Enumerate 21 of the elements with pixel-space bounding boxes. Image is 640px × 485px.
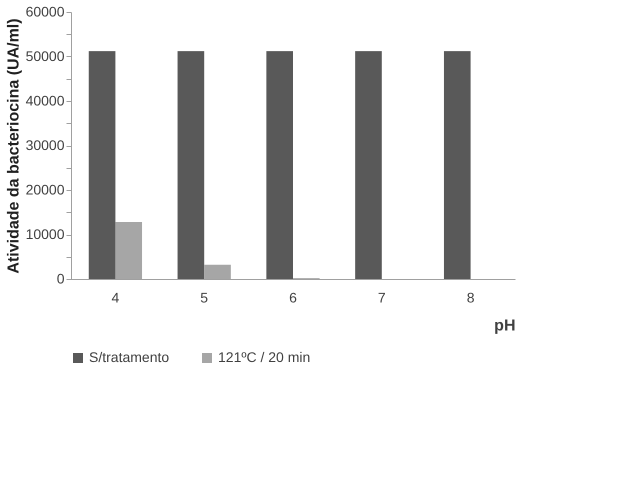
y-tick-label: 20000 <box>26 182 65 198</box>
y-axis-title: Atividade da bacteriocina (UA/ml) <box>6 18 23 274</box>
x-tick-label: 5 <box>200 290 208 306</box>
bar <box>355 51 382 279</box>
x-tick-label: 7 <box>378 290 386 306</box>
y-tick-label: 10000 <box>26 226 65 242</box>
x-tick-label: 8 <box>466 290 475 306</box>
y-tick-label: 60000 <box>26 4 65 20</box>
x-tick-label: 6 <box>289 290 298 306</box>
bar <box>88 51 116 279</box>
legend-label: S/tratamento <box>89 349 170 365</box>
y-tick-label: 50000 <box>26 48 65 64</box>
y-tick-label: 0 <box>56 270 65 286</box>
bar <box>444 51 471 279</box>
x-tick-label: 4 <box>112 290 120 306</box>
legend-label: 121ºC / 20 min <box>218 349 310 365</box>
y-tick-label: 30000 <box>26 137 65 153</box>
y-tick-label: 40000 <box>26 92 65 108</box>
bar <box>178 51 204 279</box>
x-axis-title: pH <box>494 318 516 334</box>
bar <box>266 51 293 279</box>
